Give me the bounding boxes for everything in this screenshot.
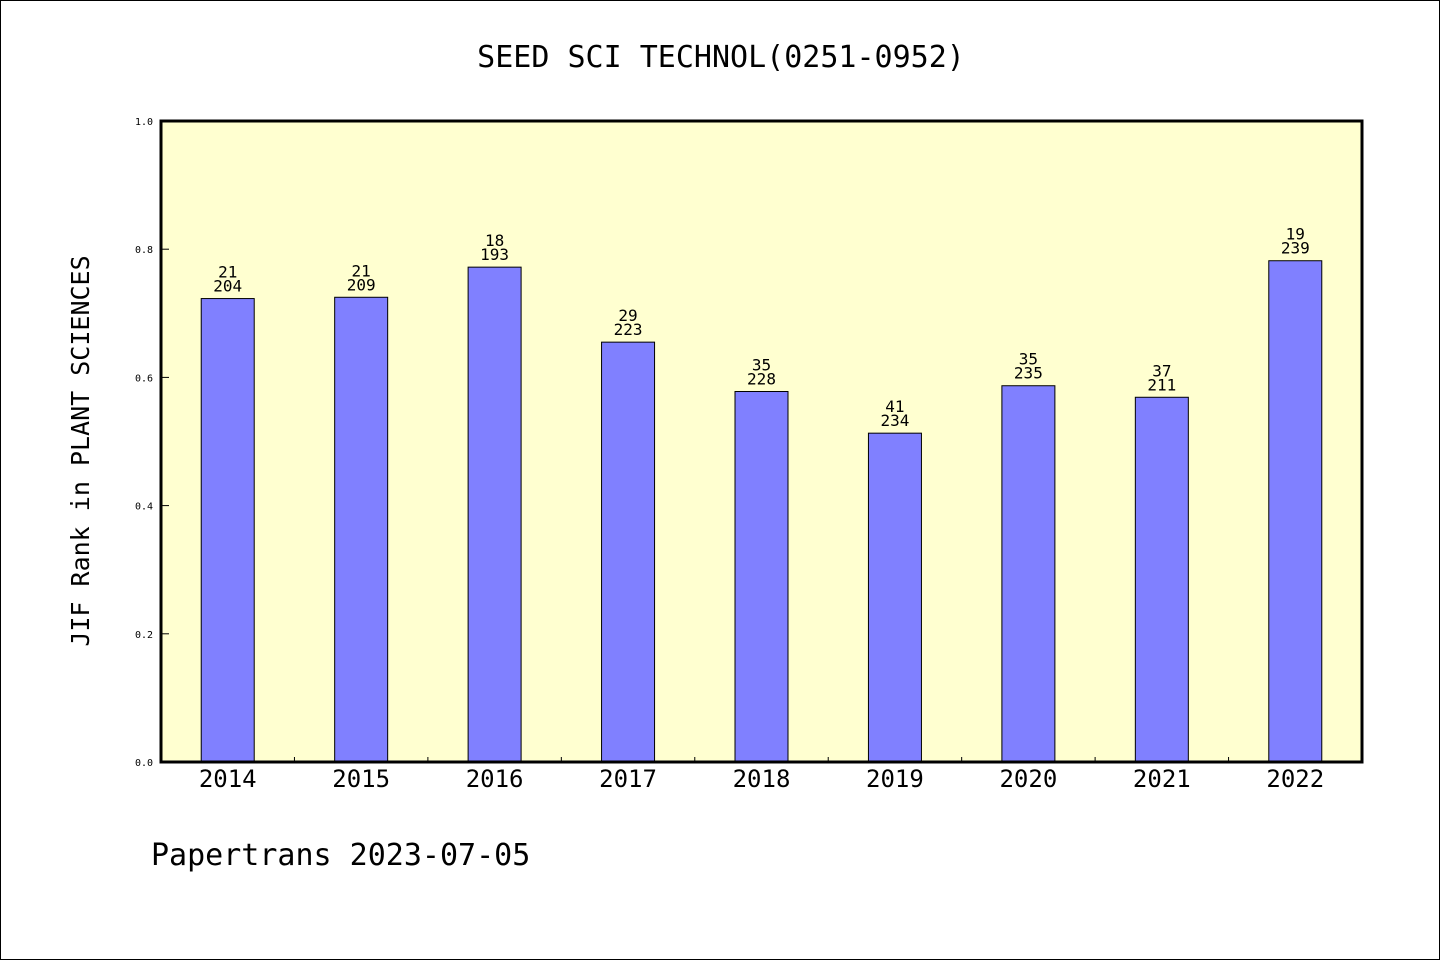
x-tick-label: 2015 — [332, 765, 390, 793]
x-tick-label: 2022 — [1266, 765, 1324, 793]
data-label-total: 209 — [347, 275, 376, 294]
x-tick-label: 2019 — [866, 765, 924, 793]
data-label-rank: 41 — [885, 397, 904, 416]
data-label-rank: 18 — [485, 231, 504, 250]
plot-frame — [159, 119, 1364, 764]
data-label-rank: 29 — [618, 306, 637, 325]
data-label-total: 234 — [880, 411, 909, 430]
y-tick-label: 0.2 — [135, 630, 153, 641]
x-axis: 2014 2015 2016 2017 2018 2019 2020 2021 2022 — [199, 757, 1324, 793]
y-tick-label: 0.0 — [135, 758, 153, 769]
x-tick-label: 2020 — [999, 765, 1057, 793]
x-tick-label: 2018 — [733, 765, 791, 793]
data-label-total: 204 — [213, 277, 242, 296]
data-label-total: 228 — [747, 370, 776, 389]
bar-2016 — [467, 266, 522, 763]
data-label-total: 235 — [1014, 364, 1043, 383]
bar-2018 — [734, 391, 789, 763]
footer-credit: Papertrans 2023-07-05 — [151, 838, 530, 873]
x-tick-label: 2014 — [199, 765, 257, 793]
data-label-total: 211 — [1147, 375, 1176, 394]
data-label-total: 239 — [1281, 239, 1310, 258]
bar-2020 — [1001, 385, 1056, 763]
y-tick-label: 0.8 — [135, 245, 153, 256]
data-label-rank: 21 — [218, 263, 237, 282]
data-label-rank: 35 — [1019, 350, 1038, 369]
x-tick-label: 2017 — [599, 765, 657, 793]
data-label-total: 193 — [480, 245, 509, 264]
data-label-rank: 35 — [752, 356, 771, 375]
bar-2022 — [1268, 260, 1323, 763]
bar-2021 — [1134, 396, 1189, 763]
data-label-rank: 37 — [1152, 361, 1171, 380]
data-label-total: 223 — [614, 320, 643, 339]
y-axis-label: JIF Rank in PLANT SCIENCES — [66, 255, 95, 646]
bar-2019 — [867, 432, 922, 763]
bar-2014 — [200, 298, 255, 763]
x-tick-label: 2021 — [1133, 765, 1191, 793]
data-label-rank: 19 — [1286, 225, 1305, 244]
data-label-rank: 21 — [352, 261, 371, 280]
y-tick-label: 0.4 — [135, 502, 153, 513]
x-tick-label: 2016 — [466, 765, 524, 793]
chart-title: SEED SCI TECHNOL(0251-0952) — [477, 40, 965, 75]
bar-2017 — [601, 341, 656, 763]
bar-2015 — [334, 296, 389, 763]
y-tick-label: 1.0 — [135, 117, 153, 128]
bars-layer — [200, 260, 1323, 763]
y-tick-label: 0.6 — [135, 373, 153, 384]
